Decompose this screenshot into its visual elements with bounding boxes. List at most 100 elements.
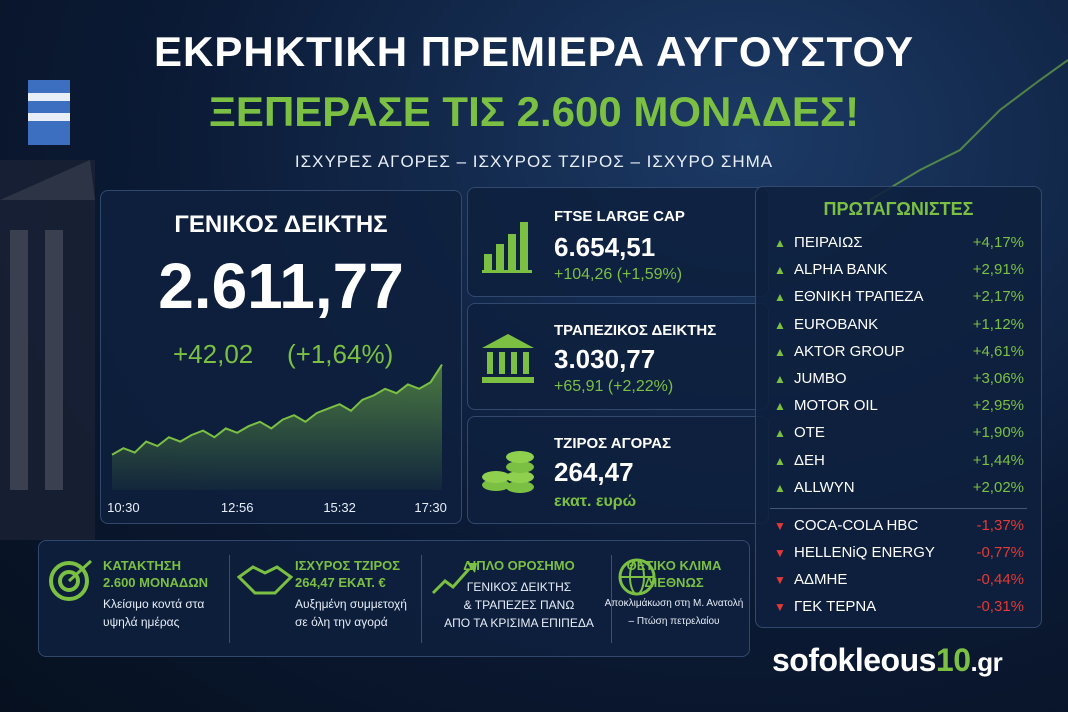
highlight-title: ΔΙΕΘΝΩΣ <box>644 575 704 590</box>
subtitle: ΙΣΧΥΡΕΣ ΑΓΟΡΕΣ – ΙΣΧΥΡΟΣ ΤΖΙΡΟΣ – ΙΣΧΥΡΟ… <box>294 152 774 171</box>
highlight-text: υψηλά ημέρας <box>103 615 180 629</box>
highlight-title: ΘΕΤΙΚΟ ΚΛΙΜΑ <box>626 558 722 573</box>
stock-change: -1,37% <box>976 517 1024 534</box>
stock-change: +2,95% <box>972 397 1024 415</box>
down-arrow: ▼ <box>774 546 786 560</box>
stock-name: ΑΔΜΗΕ <box>794 571 848 588</box>
stock-change: +4,61% <box>972 342 1024 360</box>
card-label: FTSE LARGE CAP <box>554 208 685 225</box>
stock-name: COCA-COLA HBC <box>794 517 919 534</box>
stock-name: JUMBO <box>794 370 847 387</box>
highlight-title: 264,47 ΕΚΑΤ. € <box>295 575 386 590</box>
stock-change: -0,31% <box>976 598 1024 615</box>
up-arrow: ▲ <box>774 290 786 305</box>
highlight: ΔΙΠΛΟ ΟΡΟΣΗΜΟ ΓΕΝΙΚΟΣ ΔΕΙΚΤΗΣ & ΤΡΑΠΕΖΕΣ Π… <box>429 557 609 632</box>
down-arrow: ▼ <box>774 519 786 533</box>
card-value: 3.030,77 <box>554 344 656 374</box>
intraday-chart: 10:30 12:56 15:32 17:30 <box>107 364 447 515</box>
brand: sofokleous10.gr <box>772 642 1003 679</box>
highlight: ΘΕΤΙΚΟ ΚΛΙΜΑ ΔΙΕΘΝΩΣ Αποκλιμάκωση στη Μ. Α… <box>599 557 749 631</box>
stock-row: ▲ EUROBANK +1,12% <box>774 316 1024 336</box>
handshake-icon <box>237 565 293 595</box>
stock-name: ΕΘΝΙΚΗ ΤΡΑΠΕΖΑ <box>794 288 924 306</box>
growth-icon <box>431 563 477 595</box>
area <box>112 364 442 490</box>
stock-name: HELLENiQ ENERGY <box>794 544 935 561</box>
separator <box>770 508 1027 509</box>
stock-name: MOTOR OIL <box>794 397 878 415</box>
highlight-text: – Πτώση πετρελαίου <box>628 616 720 627</box>
highlight-text: ΑΠΟ ΤΑ ΚΡΙΣΙΜΑ ΕΠΙΠΕΔΑ <box>444 616 594 630</box>
up-arrow: ▲ <box>774 399 786 414</box>
card-value: 264,47 <box>554 457 634 487</box>
bank-card: ΤΡΑΠΕΖΙΚΟΣ ΔΕΙΚΤΗΣ 3.030,77 +65,91 (+2,2… <box>467 303 769 410</box>
x-tick-label: 12:56 <box>221 500 254 515</box>
coins-icon <box>482 451 534 493</box>
stock-change: -0,77% <box>976 544 1024 561</box>
highlight-text: σε όλη την αγορά <box>295 615 388 629</box>
stock-row: ▲ MOTOR OIL +2,95% <box>774 397 1024 417</box>
highlight: ΙΣΧΥΡΟΣ ΤΖΙΡΟΣ 264,47 ΕΚΑΤ. € Αυξημένη συμ… <box>295 557 435 631</box>
stock-row: ▲ ΕΘΝΙΚΗ ΤΡΑΠΕΖΑ +2,17% <box>774 288 1024 308</box>
stock-row: ▲ JUMBO +3,06% <box>774 370 1024 390</box>
line <box>111 364 443 456</box>
headline: ΞΕΠΕΡΑΣΕ ΤΙΣ 2.600 ΜΟΝΑΔΕΣ! <box>208 88 860 135</box>
stock-row: ▲ AKTOR GROUP +4,61% <box>774 343 1024 363</box>
up-arrow: ▲ <box>774 372 786 386</box>
highlight-title: ΔΙΠΛΟ ΟΡΟΣΗΜΟ <box>463 558 575 573</box>
index-change: +42,02 <box>173 339 254 369</box>
turnover-card: ΤΖΙΡΟΣ ΑΓΟΡΑΣ 264,47 εκατ. ευρώ <box>467 416 769 524</box>
highlight-text: & ΤΡΑΠΕΖΕΣ ΠΑΝΩ <box>463 598 575 612</box>
highlight-title: ΙΣΧΥΡΟΣ ΤΖΙΡΟΣ <box>295 558 401 573</box>
stock-change: +3,06% <box>972 370 1024 387</box>
card-change: +104,26 (+1,59%) <box>554 266 683 283</box>
stock-row: ▲ ΔΕΗ +1,44% <box>774 452 1024 472</box>
highlight-title: 2.600 ΜΟΝΑΔΩΝ <box>103 575 209 590</box>
highlights-panel: ΚΑΤΑΚΤΗΣΗ 2.600 ΜΟΝΑΔΩΝ Κλείσιμο κοντά στα… <box>38 540 750 657</box>
card-value: 6.654,51 <box>554 232 656 262</box>
stock-change: +1,90% <box>972 424 1024 442</box>
brand-name: sofokleous <box>772 642 936 678</box>
bars-icon <box>482 222 532 273</box>
stock-row: ▲ ALPHA BANK +2,91% <box>774 261 1024 281</box>
card-label: ΤΖΙΡΟΣ ΑΓΟΡΑΣ <box>554 435 672 452</box>
stock-name: ΟΤΕ <box>794 424 825 442</box>
index-change-pct: (+1,64%) <box>287 339 394 369</box>
highlight-text: Κλείσιμο κοντά στα <box>103 597 205 611</box>
highlight-text: Αποκλιμάκωση στη Μ. Ανατολή <box>604 598 744 609</box>
leaders-panel: ΠΡΩΤΑΓΩΝΙΣΤΕΣ ▲ ΠΕΙΡΑΙΩΣ +4,17% ▲ ALPHA BANK… <box>755 186 1042 628</box>
brand-domain: .gr <box>970 647 1003 677</box>
stock-row: ▲ ΟΤΕ +1,90% <box>774 424 1024 444</box>
stock-change: +2,02% <box>972 478 1024 496</box>
x-tick-label: 15:32 <box>323 500 356 515</box>
stock-name: ΠΕΙΡΑΙΩΣ <box>794 234 863 251</box>
stock-row: ▲ ΠΕΙΡΑΙΩΣ +4,17% <box>774 234 1024 254</box>
stock-change: +1,12% <box>972 315 1024 333</box>
up-arrow: ▲ <box>774 426 786 441</box>
stock-change: +4,17% <box>972 234 1024 251</box>
down-arrow: ▼ <box>774 600 786 614</box>
index-value: 2.611,77 <box>158 250 404 322</box>
stock-change: +2,91% <box>972 261 1024 279</box>
stock-name: AKTOR GROUP <box>794 342 905 360</box>
up-arrow: ▲ <box>774 263 786 278</box>
stock-name: ΔΕΗ <box>794 451 825 469</box>
stock-row: ▼ COCA-COLA HBC -1,37% <box>774 517 1024 537</box>
ftse-card: FTSE LARGE CAP 6.654,51 +104,26 (+1,59%) <box>467 187 769 297</box>
stock-change: +2,17% <box>972 288 1024 306</box>
leaders-title: ΠΡΩΤΑΓΩΝΙΣΤΕΣ <box>823 199 974 219</box>
index-label: ΓΕΝΙΚΟΣ ΔΕΙΚΤΗΣ <box>174 211 388 238</box>
stock-name: ΓΕΚ ΤΕΡΝΑ <box>794 598 877 615</box>
up-arrow: ▲ <box>774 453 786 468</box>
divider <box>421 555 422 643</box>
stock-row: ▲ ALLWYN +2,02% <box>774 479 1024 499</box>
brand-number: 10 <box>935 642 971 678</box>
divider <box>611 555 612 643</box>
stock-change: -0,44% <box>976 571 1024 588</box>
x-tick-label: 10:30 <box>107 500 140 515</box>
target-icon <box>49 559 93 601</box>
highlight: ΚΑΤΑΚΤΗΣΗ 2.600 ΜΟΝΑΔΩΝ Κλείσιμο κοντά στα… <box>103 557 243 631</box>
title: ΕΚΡΗΚΤΙΚΗ ΠΡΕΜΙΕΡΑ ΑΥΓΟΥΣΤΟΥ <box>154 28 914 75</box>
stock-change: +1,44% <box>972 451 1024 469</box>
